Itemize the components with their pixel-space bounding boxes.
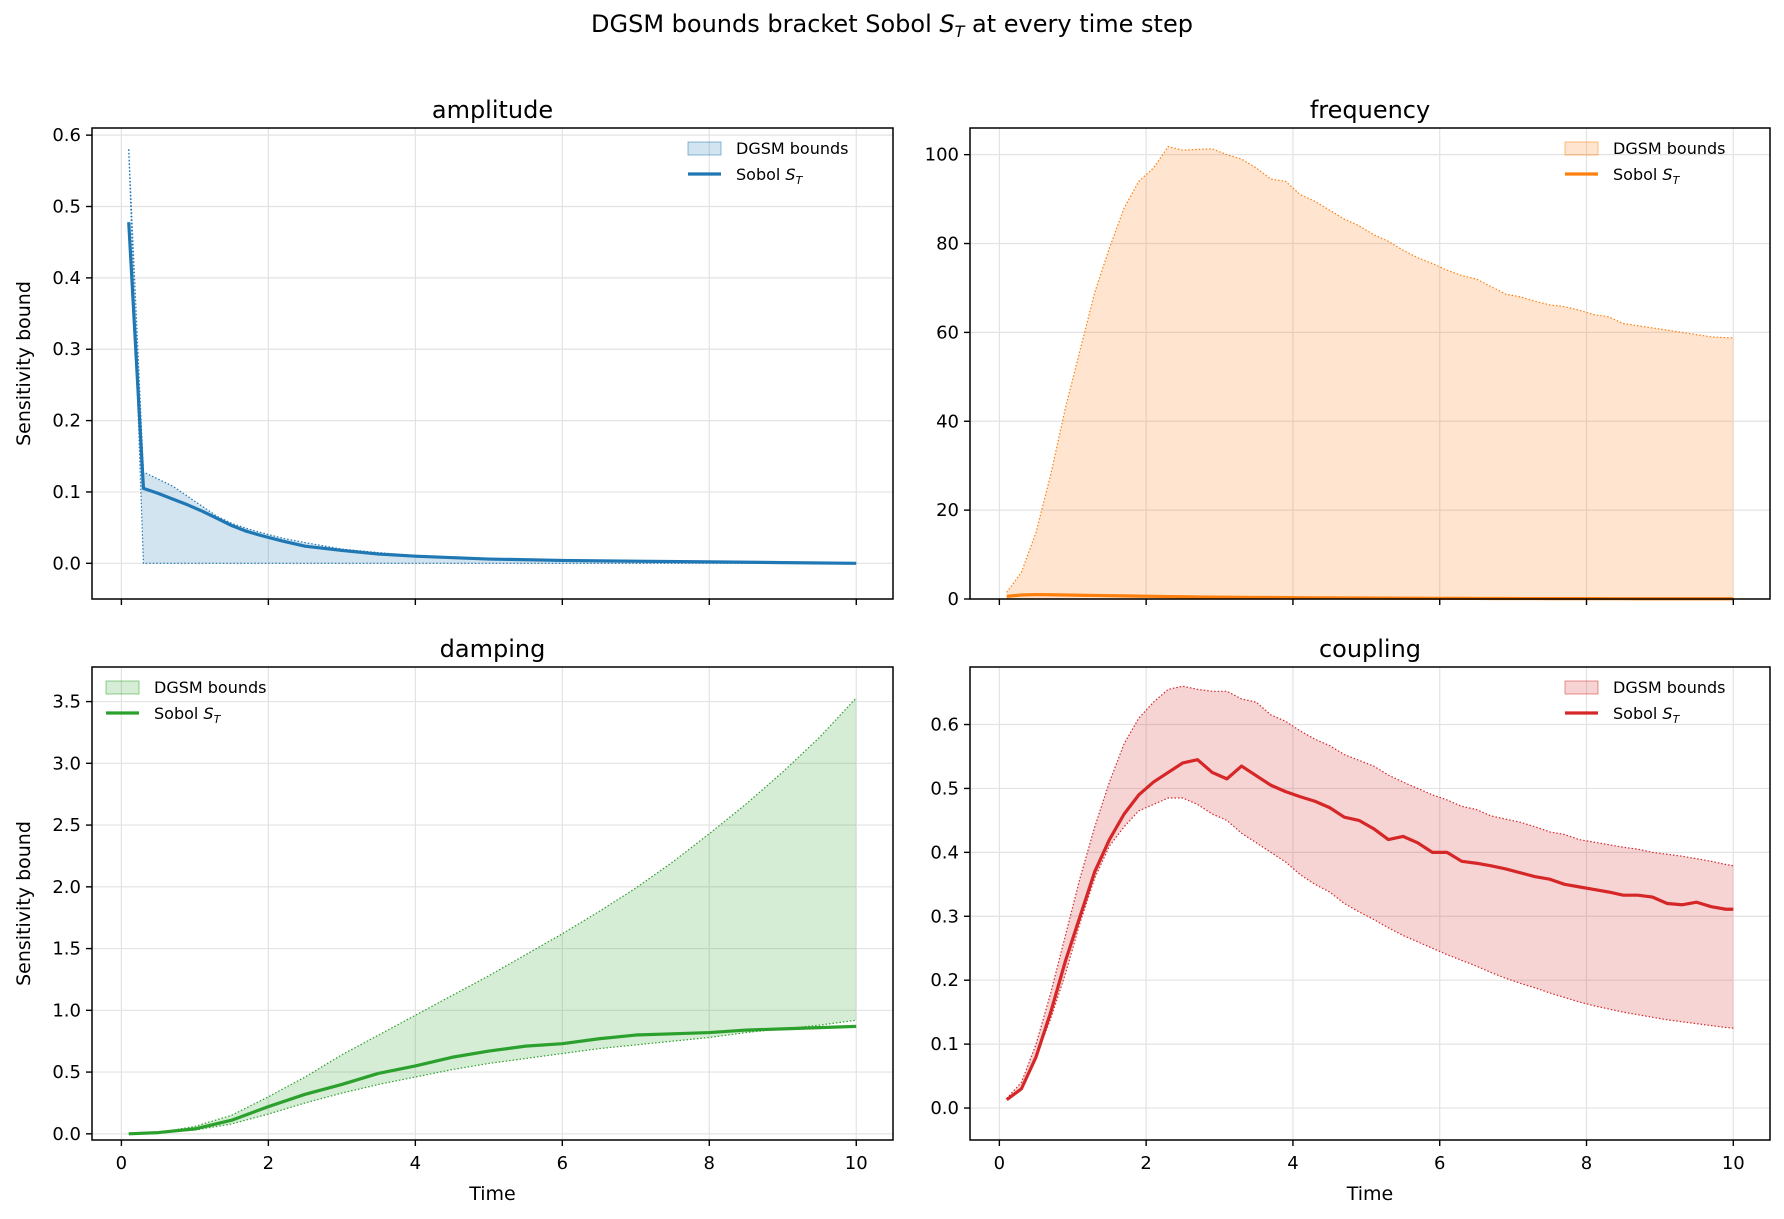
dgsm-lower-line	[128, 149, 857, 564]
y-tick-label: 2.5	[52, 815, 81, 836]
x-tick-label: 4	[1287, 1153, 1298, 1174]
x-tick-label: 10	[845, 1153, 868, 1174]
legend-bounds-swatch	[105, 680, 140, 695]
legend-bounds-label: DGSM bounds	[736, 139, 848, 158]
y-tick-label: 0.1	[930, 1034, 959, 1055]
sobol-line	[127, 222, 857, 565]
legend: DGSM bounds Sobol ST	[105, 678, 266, 726]
y-tick-label: 3.5	[52, 692, 81, 713]
legend-bounds-label: DGSM bounds	[154, 678, 266, 697]
x-tick-label: 0	[994, 1153, 1005, 1174]
dgsm-bounds-band	[1006, 146, 1734, 599]
legend-sobol-prefix: Sobol	[154, 704, 203, 723]
y-tick-label: 0.3	[52, 339, 81, 360]
legend-sobol-prefix: Sobol	[1613, 704, 1662, 723]
dgsm-upper-line	[1006, 685, 1734, 1099]
x-tick-label: 6	[1434, 1153, 1445, 1174]
legend-sobol-symbol: S	[1662, 165, 1672, 184]
dgsm-lower-line	[128, 1019, 857, 1135]
x-tick-label: 0	[116, 1153, 127, 1174]
y-tick-label: 60	[936, 322, 959, 343]
legend-sobol-subscript: T	[1673, 713, 1681, 726]
x-axis-label: Time	[468, 1183, 516, 1205]
y-tick-label: 1.5	[52, 939, 81, 960]
axes-frame	[969, 127, 1771, 600]
legend: DGSM bounds Sobol ST	[1564, 678, 1725, 726]
legend-bounds-label: DGSM bounds	[1613, 678, 1725, 697]
dgsm-bounds-band	[128, 697, 857, 1134]
y-tick-label: 0.6	[52, 125, 81, 146]
axes-frame	[91, 666, 894, 1141]
panel-title: amplitude	[432, 96, 553, 124]
x-tick-label: 2	[1140, 1153, 1151, 1174]
y-tick-label: 1.0	[52, 1000, 81, 1021]
y-tick-label: 2.0	[52, 877, 81, 898]
legend-sobol-prefix: Sobol	[736, 165, 785, 184]
y-axis-label: Sensitivity bound	[13, 281, 35, 446]
panel-title: damping	[440, 635, 546, 663]
x-tick-label: 10	[1722, 1153, 1745, 1174]
x-tick-label: 4	[410, 1153, 421, 1174]
axes-frame	[969, 666, 1771, 1141]
y-tick-label: 0.0	[930, 1098, 959, 1119]
legend-sobol-subscript: T	[1673, 174, 1681, 187]
legend-sobol-label: Sobol ST	[1613, 704, 1681, 726]
y-tick-label: 100	[925, 145, 959, 166]
dgsm-bounds-band	[1006, 686, 1734, 1099]
legend-bounds-swatch	[1564, 680, 1599, 695]
x-tick-label: 6	[557, 1153, 568, 1174]
y-tick-label: 0.4	[930, 842, 959, 863]
y-tick-label: 0.1	[52, 482, 81, 503]
legend-bounds-swatch	[687, 141, 722, 156]
dgsm-bounds-band	[128, 149, 857, 564]
sobol-line	[128, 1024, 857, 1136]
y-axis-label: Sensitivity bound	[13, 821, 35, 986]
panel-damping: 0 2 4 6 8 10 0.0 0.5 1.0 1.5 2.0 2.5 3.0 3.5 damping Ti…	[13, 635, 894, 1205]
legend-sobol-symbol: S	[203, 704, 213, 723]
y-tick-label: 0.0	[52, 1124, 81, 1145]
dgsm-upper-line	[128, 149, 857, 564]
panel-amplitude: 0.0 0.1 0.2 0.3 0.4 0.5 0.6 amplitude Sensitivit…	[13, 96, 894, 605]
legend-bounds-swatch	[1564, 141, 1599, 156]
legend-sobol-symbol: S	[785, 165, 795, 184]
y-tick-label: 80	[936, 234, 959, 255]
y-tick-label: 0.0	[52, 553, 81, 574]
x-axis-label: Time	[1346, 1183, 1394, 1205]
legend-sobol-symbol: S	[1662, 704, 1672, 723]
y-tick-label: 0.5	[52, 197, 81, 218]
legend: DGSM bounds Sobol ST	[687, 139, 848, 187]
y-tick-label: 0.2	[52, 411, 81, 432]
x-tick-label: 8	[704, 1153, 715, 1174]
axes-frame	[91, 127, 894, 600]
legend: DGSM bounds Sobol ST	[1564, 139, 1725, 187]
y-tick-label: 20	[936, 500, 959, 521]
legend-sobol-subscript: T	[214, 713, 222, 726]
panel-title: frequency	[1310, 96, 1430, 124]
legend-sobol-subscript: T	[796, 174, 804, 187]
figure-suptitle: DGSM bounds bracket Sobol ST at every ti…	[591, 10, 1193, 41]
y-tick-label: 0.4	[52, 268, 81, 289]
y-tick-label: 0.2	[930, 970, 959, 991]
x-tick-label: 2	[263, 1153, 274, 1174]
y-tick-label: 3.0	[52, 753, 81, 774]
panel-coupling: 0 2 4 6 8 10 0.0 0.1 0.2 0.3 0.4 0.5 0.6 coupling Time…	[930, 635, 1771, 1205]
legend-sobol-label: Sobol ST	[736, 165, 804, 187]
panel-frequency: 0 20 40 60 80 100 frequency DGSM bounds Sobol ST	[925, 96, 1771, 610]
y-tick-label: 0.5	[930, 778, 959, 799]
y-tick-label: 0	[948, 589, 959, 610]
legend-bounds-label: DGSM bounds	[1613, 139, 1725, 158]
legend-sobol-label: Sobol ST	[1613, 165, 1681, 187]
x-tick-label: 8	[1581, 1153, 1592, 1174]
y-tick-label: 40	[936, 411, 959, 432]
panel-title: coupling	[1319, 635, 1421, 663]
legend-sobol-prefix: Sobol	[1613, 165, 1662, 184]
sobol-line	[1005, 758, 1734, 1102]
dgsm-lower-line	[1006, 797, 1734, 1099]
y-tick-label: 0.5	[52, 1062, 81, 1083]
y-tick-label: 0.3	[930, 906, 959, 927]
legend-sobol-label: Sobol ST	[154, 704, 222, 726]
y-tick-label: 0.6	[930, 715, 959, 736]
dgsm-upper-line	[1006, 145, 1734, 593]
